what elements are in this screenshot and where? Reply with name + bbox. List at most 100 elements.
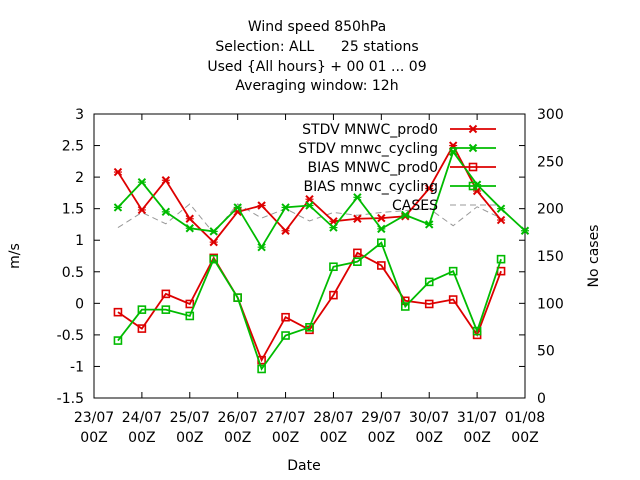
data-point — [185, 224, 194, 233]
data-point — [401, 210, 410, 220]
axes — [93, 113, 526, 399]
y2-axis-label: No cases — [586, 225, 602, 288]
legend-marker — [468, 124, 478, 134]
data-point — [209, 227, 218, 236]
data-point — [137, 177, 147, 187]
data-point — [209, 254, 219, 264]
y2-tick-label: 50 — [537, 344, 555, 360]
y-tick-label: -1.5 — [57, 391, 84, 407]
legend-item: STDV mnwc_cycling — [298, 141, 496, 157]
data-point — [113, 336, 123, 345]
x-tick-label: 27/07 — [265, 410, 305, 426]
y2-tick-label: 0 — [537, 391, 546, 407]
x-tick-label-hour: 00Z — [272, 430, 299, 446]
data-point — [329, 262, 338, 272]
legend-marker — [468, 181, 478, 191]
x-tick-label: 30/07 — [409, 410, 449, 426]
title-line-2: Selection: ALL 25 stations — [215, 39, 418, 55]
legend-label: STDV mnwc_cycling — [298, 141, 438, 157]
data-point — [257, 242, 266, 252]
data-point — [185, 311, 195, 321]
data-point — [257, 364, 266, 374]
data-point — [281, 203, 290, 212]
x-tick-label-hour: 00Z — [368, 430, 395, 446]
y-tick-label: -1 — [70, 359, 84, 375]
series-layer — [113, 141, 530, 374]
data-point — [400, 302, 410, 311]
legend: STDV MNWC_prod0 STDV mnwc_cycling BIAS MNW… — [298, 122, 496, 214]
series-bias-mnwc-cycling — [113, 238, 506, 374]
x-tick-label: 28/07 — [313, 410, 353, 426]
x-tick-label: 25/07 — [170, 410, 210, 426]
data-point — [113, 307, 123, 317]
title-line-4: Averaging window: 12h — [235, 78, 398, 94]
chart-title: Wind speed 850hPa Selection: ALL 25 stat… — [207, 19, 426, 94]
series-line — [117, 203, 502, 235]
legend-label: CASES — [392, 198, 438, 214]
plot-frame — [93, 113, 526, 399]
y2-tick-label: 100 — [537, 296, 564, 312]
legend-label: BIAS mnwc_cycling — [303, 179, 438, 195]
data-point — [329, 290, 338, 300]
data-point — [353, 193, 362, 202]
legend-marker — [468, 162, 478, 172]
data-point — [520, 226, 530, 235]
data-point — [161, 207, 171, 217]
x-tick-label: 31/07 — [457, 410, 497, 426]
x-tick-label-hour: 00Z — [80, 430, 107, 446]
data-point — [496, 204, 506, 213]
x-tick-label: 23/07 — [74, 410, 114, 426]
data-point — [377, 213, 386, 223]
x-tick-label-hour: 00Z — [416, 430, 443, 446]
y-tick-label: 1 — [75, 233, 84, 249]
y-tick-label: 0 — [75, 296, 84, 312]
legend-item: BIAS mnwc_cycling — [303, 179, 496, 195]
data-point — [161, 305, 171, 314]
series-line — [117, 241, 502, 371]
data-point — [305, 323, 314, 332]
data-point — [377, 261, 386, 270]
data-point — [233, 203, 242, 212]
y-tick-label: 0.5 — [62, 265, 84, 281]
x-tick-label: 26/07 — [217, 410, 257, 426]
y2-tick-label: 200 — [537, 202, 564, 218]
legend-marker — [468, 143, 478, 153]
data-point — [113, 167, 123, 177]
data-point — [424, 299, 434, 309]
data-point — [425, 184, 434, 193]
y2-tick-label: 150 — [537, 249, 564, 265]
data-point — [137, 205, 147, 215]
data-point — [161, 176, 171, 185]
y2-tick-label: 250 — [537, 154, 564, 170]
data-point — [185, 214, 194, 223]
data-point — [137, 324, 147, 333]
data-point — [329, 223, 338, 232]
x-tick-label-hour: 00Z — [128, 430, 155, 446]
series-bias-mnwc-prod0 — [113, 248, 506, 365]
data-point — [353, 248, 362, 258]
x-tick-label: 24/07 — [122, 410, 162, 426]
legend-label: STDV MNWC_prod0 — [302, 122, 438, 138]
data-point — [257, 201, 266, 210]
data-point — [377, 238, 386, 248]
data-point — [113, 203, 123, 212]
data-point — [137, 305, 147, 314]
data-point — [496, 215, 506, 225]
series-cases — [117, 203, 502, 235]
data-point — [448, 295, 458, 304]
data-point — [305, 194, 314, 204]
y-tick-label: 3 — [75, 107, 84, 123]
y-axis-label: m/s — [7, 243, 23, 269]
data-point — [185, 299, 195, 309]
data-point — [448, 147, 458, 157]
y-tick-label: -0.5 — [57, 328, 84, 344]
x-tick-label-hour: 00Z — [463, 430, 490, 446]
title-line-3: Used {All hours} + 00 01 ... 09 — [207, 59, 426, 75]
y-tick-label: 1.5 — [62, 202, 84, 218]
x-tick-label: 29/07 — [361, 410, 401, 426]
data-point — [161, 289, 171, 299]
y2-tick-label: 300 — [537, 107, 564, 123]
data-point — [472, 326, 482, 336]
data-point — [281, 331, 290, 340]
